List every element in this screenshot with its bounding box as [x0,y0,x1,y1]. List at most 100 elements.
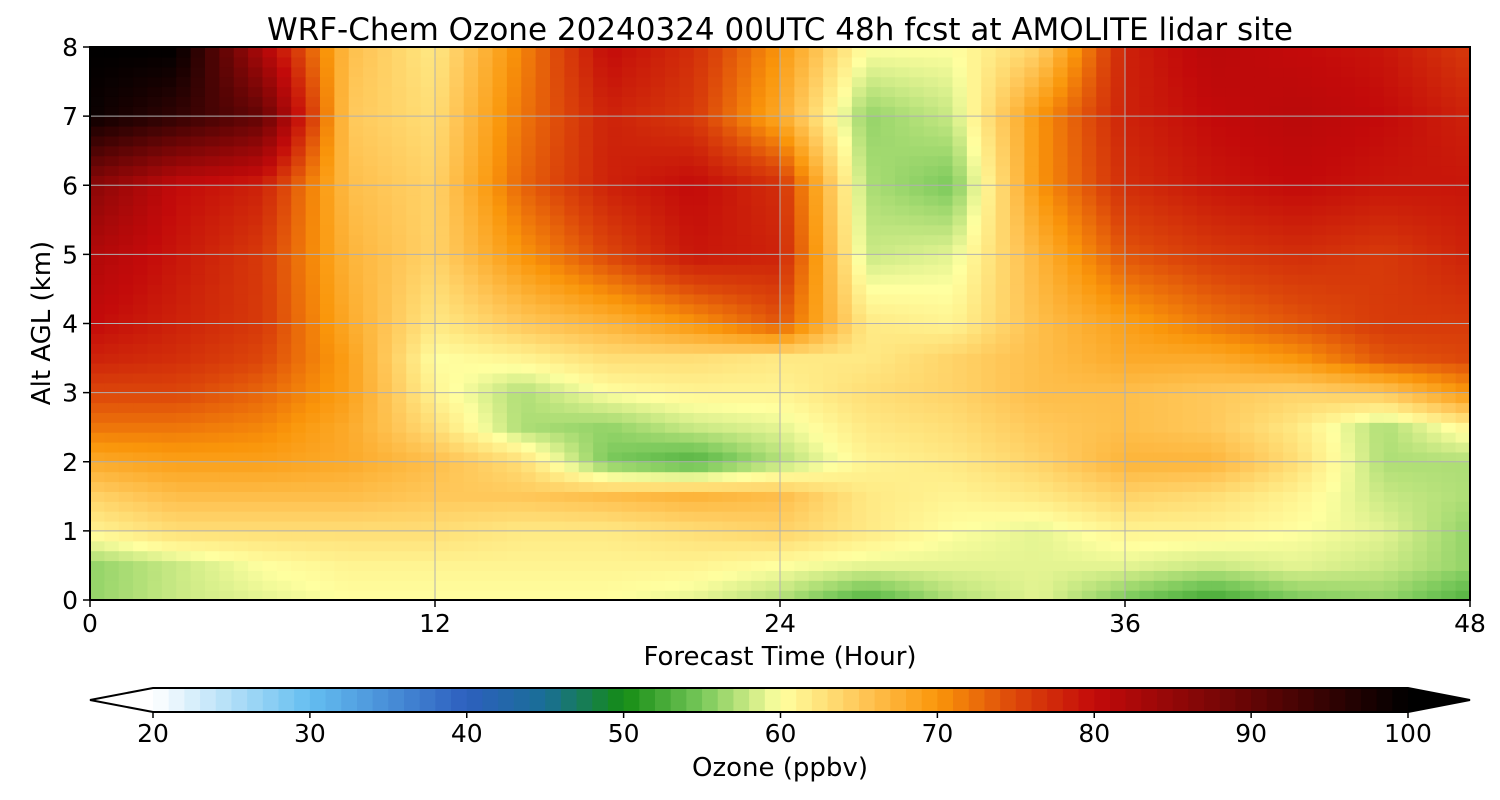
heatmap-cell [348,155,364,167]
heatmap-cell [851,372,867,384]
heatmap-cell [1125,491,1140,502]
heatmap-cell [449,224,465,236]
heatmap-cell [736,303,752,315]
heatmap-cell [1254,560,1270,571]
heatmap-cell [1110,343,1126,354]
heatmap-cell [377,580,393,591]
heatmap-cell [176,165,192,176]
heatmap-cell [1081,76,1097,88]
heatmap-cell [363,214,379,226]
heatmap-cell [1311,540,1327,552]
heatmap-cell [161,392,177,404]
heatmap-cell [104,175,120,186]
heatmap-cell [1125,56,1140,68]
heatmap-cell [1311,185,1327,196]
heatmap-cell [966,372,982,384]
heatmap-cell [1355,116,1370,127]
heatmap-cell [1254,224,1270,236]
heatmap-cell [1053,313,1069,325]
heatmap-cell [219,530,235,542]
heatmap-cell [636,580,652,591]
heatmap-cell [348,244,364,255]
heatmap-cell [1125,303,1140,315]
heatmap-cell [219,145,235,157]
heatmap-cell [607,66,623,78]
heatmap-cell [478,96,494,107]
heatmap-cell [391,284,407,295]
heatmap-cell [564,530,580,542]
heatmap-cell [521,145,537,157]
heatmap-cell [736,540,752,552]
heatmap-cell [190,402,206,413]
heatmap-cell [636,175,652,186]
heatmap-cell [607,145,623,157]
heatmap-cell [952,274,968,285]
heatmap-cell [880,96,896,107]
heatmap-cell [492,580,508,591]
heatmap-cell [463,471,479,483]
heatmap-cell [1139,402,1155,413]
heatmap-cell [866,402,882,413]
heatmap-cell [435,323,450,334]
heatmap-cell [1311,530,1327,542]
heatmap-cell [952,550,968,562]
heatmap-cell [1297,56,1313,68]
heatmap-cell [291,402,307,413]
heatmap-cell [176,145,192,157]
heatmap-cell [334,303,350,315]
heatmap-cell [248,313,264,325]
heatmap-cell [377,343,393,354]
heatmap-cell [895,264,910,275]
heatmap-cell [1225,323,1241,334]
heatmap-cell [1053,155,1069,167]
heatmap-cell [866,244,882,255]
heatmap-cell [909,56,925,68]
heatmap-cell [923,590,939,601]
heatmap-cell [938,530,954,542]
heatmap-cell [550,47,565,58]
heatmap-cell [406,185,422,196]
heatmap-cell [808,264,824,275]
heatmap-cell [435,303,450,315]
heatmap-cell [1081,106,1097,117]
heatmap-cell [736,382,752,394]
heatmap-cell [1024,303,1040,315]
heatmap-cell [478,580,494,591]
heatmap-cell [938,254,954,265]
heatmap-cell [952,521,968,532]
heatmap-cell [837,530,853,542]
heatmap-cell [722,521,738,532]
heatmap-cell [621,47,637,58]
heatmap-cell [564,135,580,147]
heatmap-cell [952,264,968,275]
heatmap-cell [147,76,163,88]
heatmap-cell [147,442,163,453]
heatmap-cell [1340,461,1356,473]
heatmap-cell [262,116,278,127]
heatmap-cell [995,570,1011,581]
heatmap-cell [708,363,724,374]
heatmap-cell [1211,333,1227,344]
heatmap-cell [923,442,939,453]
heatmap-cell [650,165,666,176]
heatmap-cell [808,116,824,127]
heatmap-cell [1340,540,1356,552]
heatmap-cell [765,155,781,167]
heatmap-cell [1196,244,1212,255]
heatmap-cell [938,56,954,68]
heatmap-cell [1196,47,1212,58]
heatmap-cell [1268,363,1284,374]
heatmap-cell [1024,343,1040,354]
heatmap-cell [1139,343,1155,354]
heatmap-cell [377,461,393,473]
heatmap-cell [449,244,465,255]
heatmap-cell [1211,570,1227,581]
heatmap-cell [693,590,709,601]
heatmap-cell [1311,165,1327,176]
heatmap-cell [391,422,407,433]
heatmap-cell [550,195,565,206]
heatmap-cell [909,530,925,542]
heatmap-cell [665,76,680,88]
heatmap-cell [665,313,680,325]
heatmap-cell [679,442,695,453]
